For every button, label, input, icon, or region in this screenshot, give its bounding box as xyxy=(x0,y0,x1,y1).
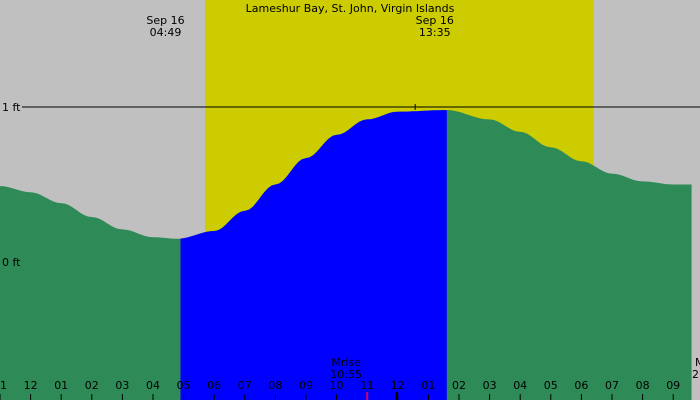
moonrise-time: 10:55 xyxy=(330,368,362,381)
y-tick-label: 0 ft xyxy=(2,256,21,269)
tide-event-date: Sep 16 xyxy=(146,14,184,27)
x-tick-label: 09 xyxy=(666,379,680,392)
moon-window-area xyxy=(180,110,447,400)
edge-label-time: 2 xyxy=(692,368,699,381)
x-tick-label: 04 xyxy=(146,379,160,392)
x-tick-label: 07 xyxy=(605,379,619,392)
x-tick-label: 08 xyxy=(268,379,282,392)
moonrise-label: Mrise xyxy=(331,356,361,369)
x-tick-label: 03 xyxy=(483,379,497,392)
x-tick-label: 09 xyxy=(299,379,313,392)
x-tick-label: 05 xyxy=(177,379,191,392)
x-tick-label: 02 xyxy=(85,379,99,392)
tide-areas xyxy=(0,110,692,400)
x-tick-label: 05 xyxy=(544,379,558,392)
x-tick-label: 01 xyxy=(54,379,68,392)
x-axis-ticks xyxy=(0,104,674,400)
edge-label: M xyxy=(695,356,700,369)
x-tick-label: 12 xyxy=(391,379,405,392)
x-tick-label: 11 xyxy=(360,379,374,392)
x-tick-label: 07 xyxy=(238,379,252,392)
x-tick-label: 02 xyxy=(452,379,466,392)
x-tick-label: 04 xyxy=(513,379,527,392)
x-tick-label: 03 xyxy=(115,379,129,392)
chart-labels: Lameshur Bay, St. John, Virgin Islands 1… xyxy=(0,2,700,392)
tide-event-date: Sep 16 xyxy=(416,14,454,27)
x-tick-label: 10 xyxy=(330,379,344,392)
tide-event-time: 13:35 xyxy=(419,26,451,39)
x-tick-label: 08 xyxy=(636,379,650,392)
x-tick-label: 06 xyxy=(207,379,221,392)
x-tick-label: 01 xyxy=(421,379,435,392)
tide-event-time: 04:49 xyxy=(150,26,182,39)
y-tick-label: 1 ft xyxy=(2,101,21,114)
chart-title: Lameshur Bay, St. John, Virgin Islands xyxy=(246,2,455,15)
x-tick-label: 06 xyxy=(574,379,588,392)
x-tick-label: 12 xyxy=(24,379,38,392)
x-tick-label: 11 xyxy=(0,379,7,392)
